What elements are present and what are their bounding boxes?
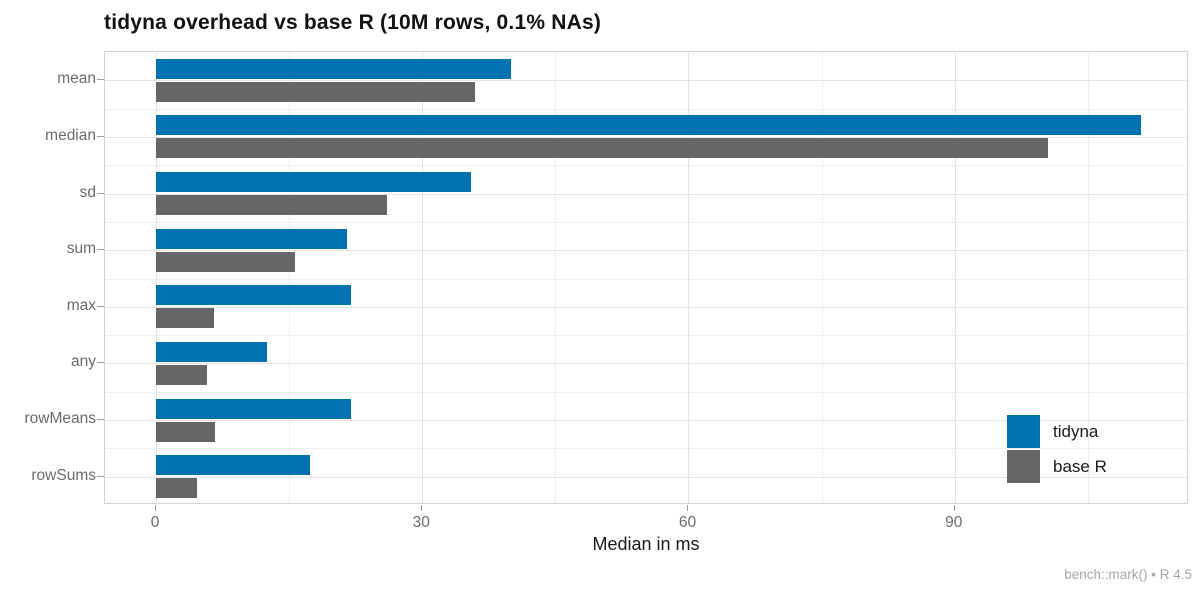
y-tick-max	[97, 305, 104, 307]
x-tick-label-30: 30	[412, 514, 430, 531]
y-tick-median	[97, 135, 104, 137]
gridline-y-major-sd	[105, 193, 1187, 195]
bar-base-R-rowMeans	[156, 421, 215, 442]
gridline-y-major-max	[105, 306, 1187, 308]
bar-tidyna-sd	[156, 172, 472, 193]
y-label-median: median	[45, 126, 96, 144]
gridline-y-major-rowSums	[105, 476, 1187, 478]
y-label-rowSums: rowSums	[31, 466, 96, 484]
gridline-y-minor-6	[105, 391, 1187, 393]
legend-item-base-r: base R	[1007, 450, 1107, 483]
y-tick-sum	[97, 249, 104, 251]
bar-tidyna-rowSums	[156, 455, 311, 476]
bar-tidyna-mean	[156, 58, 511, 79]
gridline-x-minor-45	[555, 52, 557, 503]
gridline-y-major-rowMeans	[105, 420, 1187, 422]
gridline-x-major-30	[422, 52, 424, 503]
x-tick-label-60: 60	[678, 514, 697, 531]
bar-base-R-max	[156, 308, 214, 329]
bar-base-R-sum	[156, 251, 296, 272]
y-tick-any	[97, 362, 104, 364]
x-axis-title: Median in ms	[592, 534, 700, 554]
legend: tidyna base R	[1007, 415, 1107, 485]
gridline-y-minor-1	[105, 108, 1187, 110]
gridline-y-minor-7	[105, 448, 1187, 450]
bar-base-R-sd	[156, 195, 387, 216]
x-tick-90	[953, 505, 955, 511]
legend-swatch-base-r	[1007, 450, 1040, 483]
bar-tidyna-max	[156, 285, 352, 306]
bar-tidyna-any	[156, 341, 267, 362]
x-tick-label-90: 90	[945, 514, 963, 531]
x-tick-label-0: 0	[150, 514, 160, 531]
gridline-x-minor-105	[1087, 52, 1089, 503]
gridline-x-minor-75	[821, 52, 823, 503]
y-label-max: max	[66, 296, 96, 314]
bar-base-R-mean	[156, 81, 476, 102]
gridline-y-minor-2	[105, 165, 1187, 167]
x-tick-60	[687, 505, 689, 511]
x-tick-30	[421, 505, 423, 511]
x-tick-0	[155, 505, 157, 511]
gridline-y-major-mean	[105, 80, 1187, 82]
gridline-y-minor-3	[105, 221, 1187, 223]
gridline-x-major-60	[688, 52, 690, 503]
gridline-y-minor-4	[105, 278, 1187, 280]
gridline-y-major-sum	[105, 250, 1187, 252]
caption: bench::mark() • R 4.5	[1064, 567, 1192, 582]
gridline-y-major-any	[105, 363, 1187, 365]
y-label-mean: mean	[57, 70, 96, 88]
bar-tidyna-median	[156, 115, 1142, 136]
y-tick-rowSums	[97, 475, 104, 477]
bar-base-R-median	[156, 138, 1048, 159]
bar-tidyna-sum	[156, 228, 347, 249]
gridline-x-major-0	[156, 52, 158, 503]
bar-tidyna-rowMeans	[156, 398, 352, 419]
y-label-sd: sd	[79, 183, 96, 201]
y-tick-sd	[97, 192, 104, 194]
y-label-rowMeans: rowMeans	[24, 410, 97, 428]
y-label-any: any	[71, 353, 96, 371]
chart-title: tidyna overhead vs base R (10M rows, 0.1…	[104, 11, 602, 34]
gridline-x-minor-15	[289, 52, 291, 503]
bar-base-R-rowSums	[156, 478, 197, 499]
legend-label-tidyna: tidyna	[1053, 421, 1099, 441]
legend-swatch-tidyna	[1007, 415, 1040, 448]
plot-panel	[104, 51, 1188, 504]
gridline-x-major-90	[954, 52, 956, 503]
legend-item-tidyna: tidyna	[1007, 415, 1107, 448]
bar-base-R-any	[156, 364, 208, 385]
y-label-sum: sum	[66, 240, 96, 258]
gridline-y-minor-5	[105, 335, 1187, 337]
y-tick-rowMeans	[97, 419, 104, 421]
y-tick-mean	[97, 79, 104, 81]
gridline-y-major-median	[105, 136, 1187, 138]
legend-label-base-r: base R	[1053, 456, 1107, 476]
